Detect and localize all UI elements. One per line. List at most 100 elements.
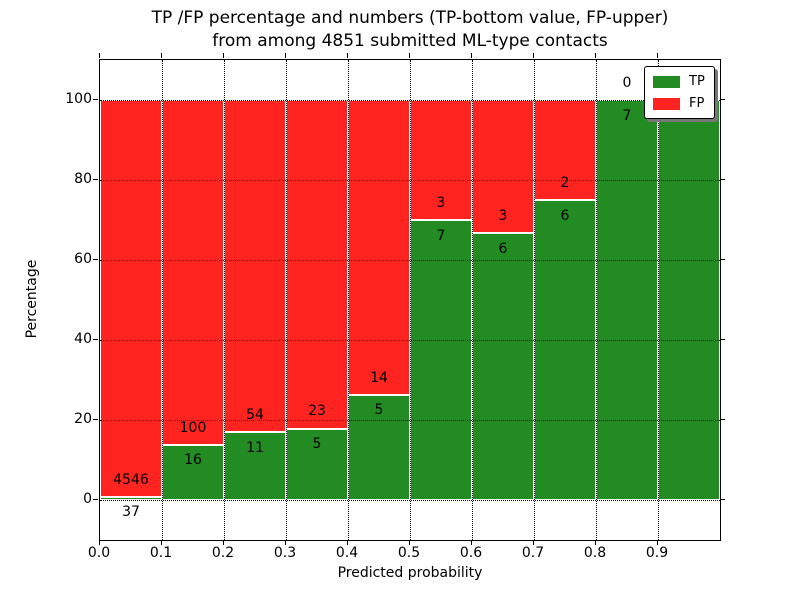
y-tick-label: 80 xyxy=(74,171,92,187)
y-axis-label: Percentage xyxy=(24,259,40,339)
x-tickmark xyxy=(657,540,658,545)
fp-bar-segment xyxy=(286,100,348,429)
fp-bar-segment xyxy=(162,100,224,445)
y-gridline xyxy=(100,500,720,501)
tp-bar-segment xyxy=(596,100,658,500)
y-tickmark xyxy=(93,259,98,260)
fp-bar-segment xyxy=(534,100,596,200)
legend-entry-fp: FP xyxy=(653,96,705,111)
tp-bar-segment xyxy=(472,233,534,500)
fp-bar-segment xyxy=(224,100,286,433)
x-tick-label: 0.1 xyxy=(149,545,173,561)
tp-count-label: 6 xyxy=(560,207,570,224)
legend-label-fp: FP xyxy=(689,96,705,111)
x-tick-label: 0.0 xyxy=(87,545,111,561)
x-tick-label: 0.5 xyxy=(397,545,421,561)
tp-bar-segment xyxy=(162,444,224,500)
fp-count-label: 3 xyxy=(498,208,508,225)
tp-bar-segment xyxy=(348,394,410,500)
fp-count-label: 4546 xyxy=(113,471,149,488)
x-tickmark xyxy=(533,540,534,545)
x-gridline xyxy=(348,60,349,540)
plot-area: 4546371001654112351453736260706 xyxy=(99,59,721,541)
y-tickmark-right xyxy=(720,259,725,260)
x-axis-label: Predicted probability xyxy=(337,565,483,581)
x-tickmark-top xyxy=(595,53,596,58)
y-tickmark-right xyxy=(720,99,725,100)
tp-count-label: 11 xyxy=(246,439,264,456)
y-tickmark xyxy=(93,339,98,340)
fp-count-label: 0 xyxy=(622,74,632,91)
fp-bar-segment xyxy=(472,100,534,234)
y-tickmark-right xyxy=(720,179,725,180)
x-tick-label: 0.4 xyxy=(335,545,359,561)
fp-swatch-icon xyxy=(653,97,680,110)
fp-count-label: 54 xyxy=(246,407,264,424)
x-tick-label: 0.2 xyxy=(211,545,235,561)
y-tickmark-right xyxy=(720,499,725,500)
y-tick-label: 0 xyxy=(83,491,92,507)
y-tickmark xyxy=(93,179,98,180)
x-tickmark xyxy=(161,540,162,545)
fp-bar-segment xyxy=(100,100,162,497)
x-tick-label: 0.3 xyxy=(273,545,297,561)
x-tickmark xyxy=(409,540,410,545)
x-gridline xyxy=(472,60,473,540)
tp-count-label: 7 xyxy=(622,107,632,124)
chart-title-line-2: from among 4851 submitted ML-type contac… xyxy=(212,31,608,51)
tp-count-label: 6 xyxy=(498,240,508,257)
chart-title-line-1: TP /FP percentage and numbers (TP-bottom… xyxy=(151,8,669,28)
x-tick-label: 0.7 xyxy=(521,545,545,561)
tp-bar-segment xyxy=(100,496,162,500)
x-tickmark xyxy=(99,540,100,545)
x-tickmark-top xyxy=(285,53,286,58)
tp-bar-segment xyxy=(410,220,472,500)
x-tickmark-top xyxy=(471,53,472,58)
x-tickmark-top xyxy=(533,53,534,58)
tp-count-label: 16 xyxy=(184,452,202,469)
x-gridline xyxy=(658,60,659,540)
x-tick-label: 0.9 xyxy=(645,545,669,561)
tp-bar-segment xyxy=(658,100,720,500)
tp-swatch-icon xyxy=(653,75,680,88)
x-tickmark-top xyxy=(409,53,410,58)
y-tick-label: 60 xyxy=(74,251,92,267)
y-tickmark-right xyxy=(720,339,725,340)
fp-count-label: 23 xyxy=(308,403,326,420)
legend-entry-tp: TP xyxy=(653,74,705,89)
y-tick-label: 20 xyxy=(74,411,92,427)
x-tickmark xyxy=(223,540,224,545)
y-gridline xyxy=(100,260,720,261)
x-tickmark xyxy=(595,540,596,545)
y-tick-label: 40 xyxy=(74,331,92,347)
x-gridline xyxy=(410,60,411,540)
x-tickmark-top xyxy=(99,53,100,58)
x-tickmark xyxy=(471,540,472,545)
tp-bar-segment xyxy=(534,200,596,500)
x-tickmark-top xyxy=(657,53,658,58)
legend-label-tp: TP xyxy=(689,74,705,89)
fp-count-label: 100 xyxy=(179,419,207,436)
x-tickmark xyxy=(347,540,348,545)
x-tickmark xyxy=(285,540,286,545)
y-tickmark xyxy=(93,499,98,500)
y-gridline xyxy=(100,420,720,421)
x-tickmark-top xyxy=(347,53,348,58)
x-gridline xyxy=(286,60,287,540)
y-gridline xyxy=(100,100,720,101)
legend: TP FP xyxy=(644,66,715,119)
tp-count-label: 5 xyxy=(312,436,322,453)
x-tick-label: 0.6 xyxy=(459,545,483,561)
fp-bar-segment xyxy=(348,100,410,395)
x-tickmark-top xyxy=(161,53,162,58)
x-tickmark-top xyxy=(223,53,224,58)
x-gridline xyxy=(162,60,163,540)
y-tick-label: 100 xyxy=(65,91,92,107)
y-tickmark xyxy=(93,99,98,100)
x-gridline xyxy=(596,60,597,540)
tp-count-label: 5 xyxy=(374,402,384,419)
y-tickmark xyxy=(93,419,98,420)
x-tick-label: 0.8 xyxy=(583,545,607,561)
y-tickmark-right xyxy=(720,419,725,420)
y-gridline xyxy=(100,180,720,181)
